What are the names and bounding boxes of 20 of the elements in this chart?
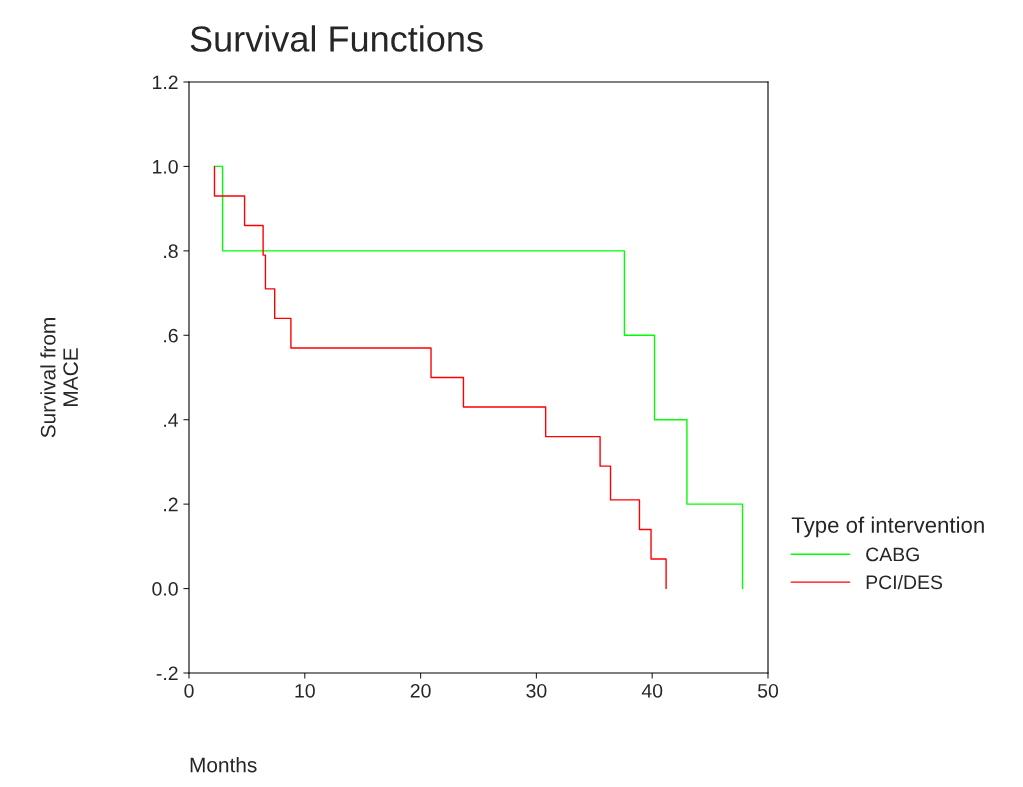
legend-title: Type of intervention <box>791 516 984 538</box>
x-tick-label: 30 <box>526 683 547 698</box>
y-tick-label: 0.0 <box>152 582 178 596</box>
legend-label: PCI/DES <box>866 574 943 590</box>
y-tick-label: -.2 <box>156 666 178 681</box>
y-tick-label: .6 <box>164 328 178 343</box>
x-tick-label: 0 <box>184 683 194 698</box>
x-axis-title: Months <box>190 757 257 773</box>
x-tick-label: 20 <box>410 683 431 698</box>
y-tick-label: 1.0 <box>153 159 178 174</box>
x-tick-label: 10 <box>295 683 315 698</box>
y-tick-label: 1.2 <box>153 75 178 90</box>
y-axis-title: Survival from MACE <box>40 318 78 438</box>
x-tick-label: 50 <box>757 683 779 698</box>
y-tick-label: .8 <box>164 244 178 259</box>
legend-label: CABG <box>866 547 919 562</box>
chart-title: Survival Functions <box>190 25 483 52</box>
y-tick-label: .2 <box>164 497 178 512</box>
y-tick-label: .4 <box>164 413 179 427</box>
x-tick-label: 40 <box>641 683 663 698</box>
